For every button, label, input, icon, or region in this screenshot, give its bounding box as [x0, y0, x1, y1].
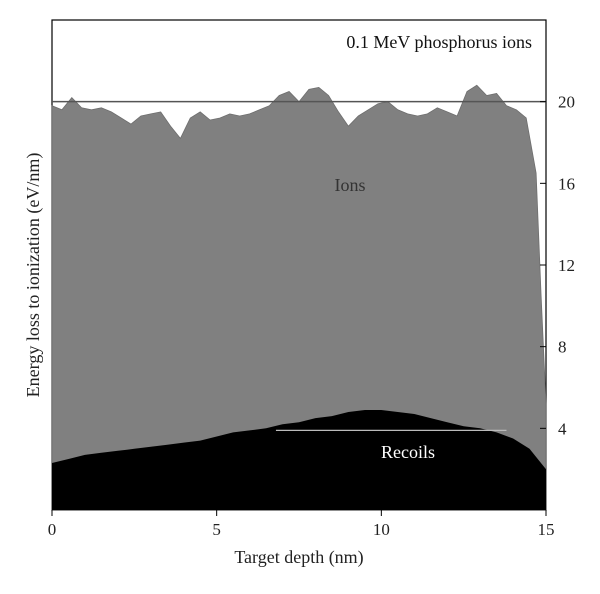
x-tick-label-15: 15	[538, 520, 555, 539]
chart-title: 0.1 MeV phosphorus ions	[346, 32, 532, 52]
x-tick-label-0: 0	[48, 520, 57, 539]
y-tick-label-12: 12	[558, 256, 575, 275]
x-axis-title: Target depth (nm)	[234, 547, 363, 568]
recoils-area	[52, 410, 546, 510]
y-tick-label-16: 16	[558, 174, 575, 193]
recoils-label: Recoils	[381, 442, 435, 462]
y-tick-label-20: 20	[558, 93, 575, 112]
ions-label: Ions	[335, 175, 366, 195]
y-tick-label-4: 4	[558, 419, 567, 438]
y-tick-label-8: 8	[558, 338, 567, 357]
y-axis-title: Energy loss to ionization (eV/nm)	[23, 153, 44, 398]
x-tick-label-5: 5	[212, 520, 221, 539]
ions-area	[51, 84, 547, 511]
x-tick-label-10: 10	[373, 520, 390, 539]
